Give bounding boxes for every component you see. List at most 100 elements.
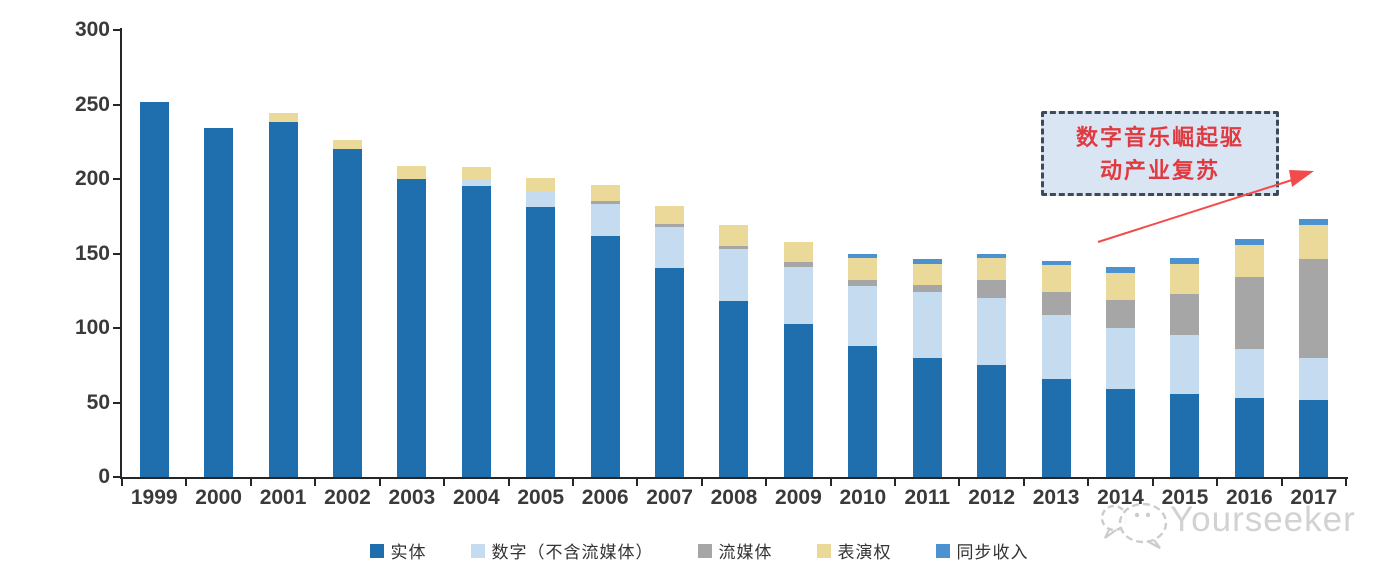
bar-segment-数字（不含流媒体）-2006 [590,204,620,236]
y-tick-label: 250 [74,92,110,116]
bar-segment-表演权-2006 [590,184,620,202]
bar-segment-流媒体-2006 [590,201,620,205]
legend-swatch-icon [369,543,384,558]
bar-segment-实体-2001 [268,122,298,477]
legend-swatch-icon [816,543,831,558]
y-tick-label: 200 [74,167,110,190]
x-tick-label-2008: 2008 [710,486,758,509]
y-tick-mark [113,327,120,329]
bar-segment-同步收入-2015 [1170,257,1200,264]
x-tick-label-2014: 2014 [1097,486,1144,509]
x-tick-label-2006: 2006 [581,486,629,509]
y-tick-mark [113,103,120,106]
legend: 实体 数字（不含流媒体） 流媒体 表演权 同步收入 [0,538,1398,563]
legend-label: 实体 [390,543,427,562]
bar-segment-表演权-2003 [397,165,427,179]
bar-segment-实体-2016 [1234,398,1264,477]
x-tick-label-2001: 2001 [259,486,307,509]
bar-segment-实体-2014 [1106,389,1135,477]
x-tick-label-2004: 2004 [452,486,500,509]
legend-swatch-icon [697,543,712,558]
bar-segment-流媒体-2015 [1170,293,1200,336]
legend-item-表演权: 表演权 [816,538,892,563]
bar-segment-流媒体-2007 [655,223,685,227]
legend-item-同步收入: 同步收入 [935,538,1029,563]
bar-segment-数字（不含流媒体）-2016 [1234,348,1264,399]
x-tick-mark [443,479,446,486]
legend-label: 流媒体 [718,543,773,562]
legend-item-流媒体: 流媒体 [697,538,773,563]
bar-segment-表演权-2008 [719,225,749,247]
bar-segment-流媒体-2012 [977,280,1007,299]
x-tick-label-2016: 2016 [1225,486,1273,509]
x-axis-line [120,477,1348,479]
x-tick-label-1999: 1999 [130,486,178,509]
x-tick-mark [700,479,703,486]
legend-label: 数字（不含流媒体） [491,543,654,562]
x-tick-mark [378,479,381,486]
x-tick-label-2015: 2015 [1161,486,1209,509]
bar-segment-表演权-2010 [848,257,878,281]
bar-segment-同步收入-2013 [1041,260,1071,266]
bar-segment-数字（不含流媒体）-2012 [977,298,1007,366]
x-tick-mark [1151,479,1154,486]
y-tick-mark [113,401,120,404]
watermark: Yourseeker [1098,494,1378,554]
bar-segment-表演权-2002 [332,140,362,150]
bar-segment-数字（不含流媒体）-2013 [1041,314,1071,379]
x-tick-label-2007: 2007 [646,486,693,509]
bar-segment-表演权-2011 [912,263,942,285]
y-tick-mark [113,252,120,255]
x-tick-mark [1344,479,1347,486]
bar-segment-数字（不含流媒体）-2014 [1106,328,1135,390]
annotation-box: 数字音乐崛起驱 动产业复苏 [1041,111,1279,196]
bar-segment-数字（不含流媒体）-2004 [461,179,491,187]
x-tick-mark [958,479,961,486]
bar-segment-表演权-2014 [1106,272,1135,300]
bar-segment-同步收入-2017 [1299,219,1329,226]
x-tick-mark [1087,479,1090,486]
x-tick-mark [571,479,574,486]
x-tick-label-2012: 2012 [968,486,1016,509]
bar-segment-流媒体-2009 [783,262,813,267]
y-tick-label: 150 [74,241,110,265]
bar-segment-实体-2012 [977,365,1007,477]
y-tick-mark [113,476,120,478]
x-tick-mark [894,479,897,486]
x-tick-label-2017: 2017 [1290,486,1338,509]
bar-segment-同步收入-2016 [1234,238,1264,245]
bar-segment-表演权-2017 [1299,225,1329,260]
bar-segment-实体-2004 [461,186,491,477]
bar-segment-表演权-2007 [655,205,685,224]
bar-segment-实体-2000 [204,128,234,477]
bar-segment-表演权-2001 [268,113,298,123]
y-axis-line [120,28,122,479]
bar-segment-流媒体-2011 [912,284,942,293]
y-tick-label: 300 [74,18,110,41]
bar-segment-实体-2006 [590,235,620,477]
annotation-text-line2: 动产业复苏 [1099,157,1220,183]
x-tick-label-2000: 2000 [195,486,242,509]
bar-segment-同步收入-2014 [1106,266,1135,273]
x-tick-mark [314,479,317,486]
y-tick-mark [113,178,120,180]
bar-segment-数字（不含流媒体）-2015 [1170,335,1200,394]
bar-segment-实体-2005 [526,207,556,477]
bar-segment-表演权-2015 [1170,263,1200,294]
bar-segment-流媒体-2010 [848,280,878,287]
bar-segment-流媒体-2014 [1106,299,1135,328]
bar-segment-实体-2008 [719,301,749,477]
bar-segment-数字（不含流媒体）-2007 [655,226,685,269]
bar-segment-实体-2002 [332,149,362,477]
x-tick-label-2002: 2002 [324,486,371,509]
legend-swatch-icon [470,543,485,558]
bar-segment-实体-2015 [1170,393,1200,477]
x-tick-mark [185,479,188,486]
bar-segment-流媒体-2016 [1234,277,1264,349]
y-tick-label: 100 [74,316,110,339]
bar-segment-实体-2011 [912,357,942,477]
bar-segment-实体-2017 [1299,399,1329,477]
bar-segment-实体-2010 [848,345,878,477]
y-tick-label: 0 [98,465,110,488]
x-tick-mark [636,479,639,486]
